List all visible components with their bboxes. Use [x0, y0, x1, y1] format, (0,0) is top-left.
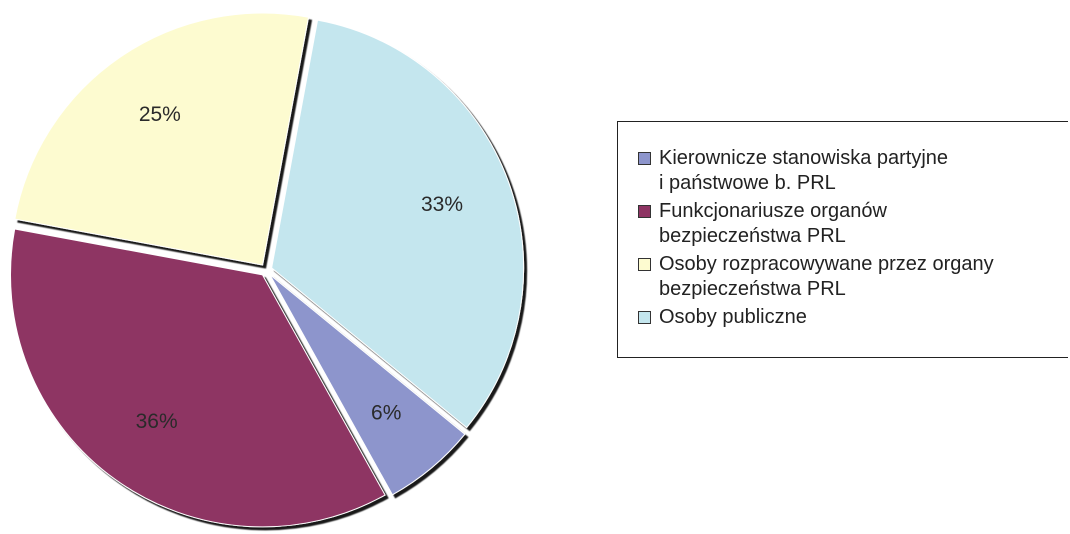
chart: 6% 36% 25% 33% [10, 12, 525, 528]
legend-entry: Kierownicze stanowiska partyjne i państw… [638, 146, 1068, 196]
pie-slice [271, 19, 525, 429]
legend-swatch [638, 258, 651, 271]
legend-entry: Funkcjonariusze organów bezpieczeństwa P… [638, 199, 1068, 249]
legend-swatch [638, 152, 651, 165]
legend-label: Osoby publiczne [659, 306, 807, 328]
slice-label: 25% [139, 103, 181, 126]
pie-slice [269, 274, 466, 496]
legend-entry: Osoby publiczne [638, 305, 1068, 330]
legend-label: Kierownicze stanowiska partyjne i państw… [659, 147, 949, 194]
legend-swatch [638, 311, 651, 324]
legend-swatch [638, 205, 651, 218]
legend-entry: Osoby rozpracowywane przez organy bezpie… [638, 252, 1068, 302]
slice-label: 6% [371, 401, 401, 424]
slice-label: 33% [421, 193, 463, 216]
legend-label: Funkcjonariusze organów bezpieczeństwa P… [659, 200, 887, 247]
legend: Kierownicze stanowiska partyjne i państw… [617, 121, 1068, 358]
slice-label: 36% [136, 410, 178, 433]
legend-label: Osoby rozpracowywane przez organy bezpie… [659, 253, 994, 300]
pie-slice [14, 12, 310, 266]
pie-slice [10, 228, 386, 528]
